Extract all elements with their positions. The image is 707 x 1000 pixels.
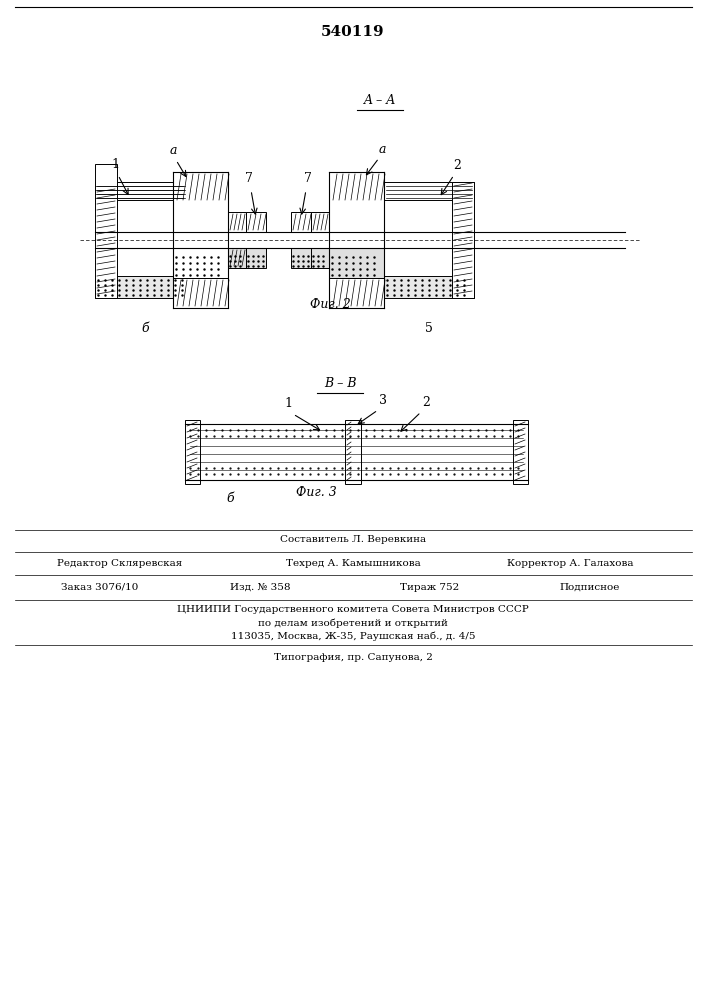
Bar	[311, 248, 329, 268]
Text: 540119: 540119	[321, 25, 385, 39]
Text: 1: 1	[284, 397, 292, 410]
Text: A – A: A – A	[364, 94, 396, 107]
Bar	[329, 278, 384, 308]
Text: Редактор Скляревская: Редактор Скляревская	[57, 558, 182, 568]
Text: 3: 3	[379, 394, 387, 407]
Bar	[228, 212, 246, 232]
Bar	[345, 420, 361, 484]
Text: Корректор А. Галахова: Корректор А. Галахова	[507, 558, 633, 568]
Text: Подписное: Подписное	[560, 582, 620, 591]
Text: a: a	[378, 143, 386, 156]
Bar	[95, 276, 185, 298]
Bar	[329, 172, 384, 202]
Bar	[228, 248, 246, 268]
Bar	[173, 202, 228, 278]
Text: Составитель Л. Веревкина: Составитель Л. Веревкина	[280, 536, 426, 544]
Text: 113035, Москва, Ж-35, Раушская наб., д. 4/5: 113035, Москва, Ж-35, Раушская наб., д. …	[230, 631, 475, 641]
Text: Фиг. 2: Фиг. 2	[310, 298, 351, 312]
Bar	[329, 248, 384, 278]
Bar	[291, 212, 311, 232]
Bar	[246, 212, 266, 232]
Text: B – B: B – B	[324, 377, 356, 390]
Text: 2: 2	[422, 396, 430, 409]
Bar	[185, 420, 200, 484]
Bar	[95, 182, 185, 200]
Text: 2: 2	[453, 159, 461, 172]
Text: Типография, пр. Сапунова, 2: Типография, пр. Сапунова, 2	[274, 652, 433, 662]
Text: Тираж 752: Тираж 752	[400, 582, 460, 591]
Text: по делам изобретений и открытий: по делам изобретений и открытий	[258, 618, 448, 628]
Bar	[311, 212, 329, 232]
Text: Изд. № 358: Изд. № 358	[230, 582, 291, 591]
Bar	[513, 420, 528, 484]
Bar	[384, 182, 474, 200]
Bar	[173, 172, 228, 202]
Text: 7: 7	[245, 172, 253, 185]
Bar	[95, 164, 117, 298]
Text: 7: 7	[304, 172, 312, 185]
Bar	[173, 278, 228, 308]
Bar	[246, 248, 266, 268]
Text: 5: 5	[425, 322, 433, 335]
Bar	[291, 248, 311, 268]
Text: Фиг. 3: Фиг. 3	[296, 487, 337, 499]
Text: 1: 1	[111, 158, 119, 171]
Text: б: б	[226, 492, 234, 505]
Text: ЦНИИПИ Государственного комитета Совета Министров СССР: ЦНИИПИ Государственного комитета Совета …	[177, 605, 529, 614]
Bar	[452, 182, 474, 298]
Bar	[329, 202, 384, 278]
Text: Техред А. Камышникова: Техред А. Камышникова	[286, 558, 421, 568]
Text: Заказ 3076/10: Заказ 3076/10	[62, 582, 139, 591]
Bar	[173, 248, 228, 278]
Text: б: б	[141, 322, 148, 335]
Bar	[384, 276, 474, 298]
Bar	[228, 248, 246, 268]
Text: a: a	[169, 144, 177, 157]
